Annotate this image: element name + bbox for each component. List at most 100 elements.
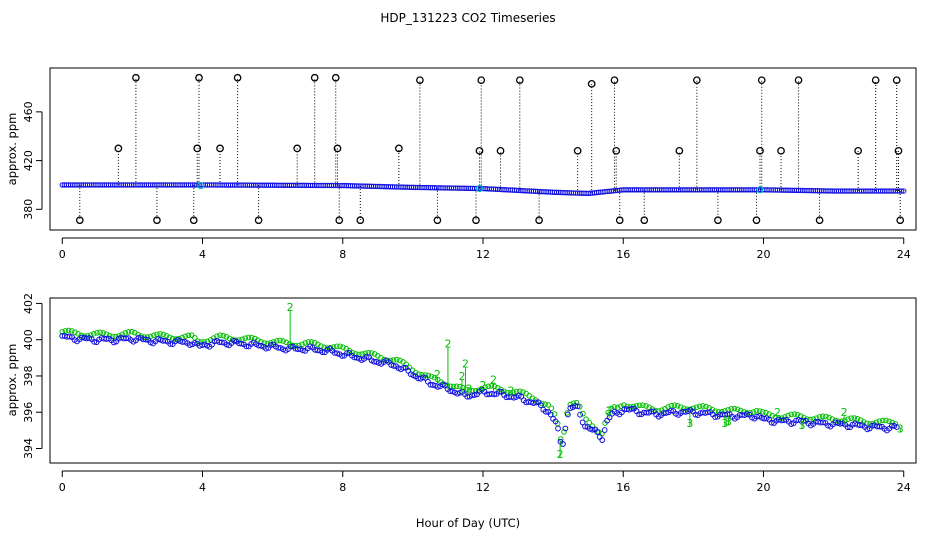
bottom-series-point bbox=[186, 342, 193, 348]
bottom-series-point bbox=[599, 437, 606, 443]
bottom-flag-point bbox=[794, 411, 801, 418]
top-panel: approx. ppm 0 4 8 12 16 20 24 380 420 460 bbox=[5, 67, 917, 261]
bottom-series-point bbox=[552, 418, 559, 425]
top-spike-point bbox=[752, 216, 761, 225]
bottom-flag-point bbox=[788, 411, 794, 418]
top-spike-point bbox=[892, 76, 901, 85]
bottom-series-point bbox=[594, 429, 601, 435]
bottom-series-point bbox=[471, 392, 478, 398]
x-tick-label: 4 bbox=[199, 481, 206, 494]
bottom-flag-point bbox=[362, 350, 368, 357]
bottom-flag-point bbox=[390, 357, 397, 363]
bottom-flag-point bbox=[106, 332, 113, 339]
bottom-series-point bbox=[319, 349, 326, 356]
y-tick-label: 460 bbox=[22, 101, 35, 122]
bottom-flag-label: 2 bbox=[774, 406, 781, 419]
bottom-flag-point bbox=[848, 415, 854, 421]
bottom-flag-point bbox=[226, 335, 233, 342]
bottom-series-point bbox=[191, 340, 198, 346]
x-tick-label: 20 bbox=[756, 481, 770, 494]
bottom-flag-point bbox=[100, 330, 107, 336]
bottom-flag-point bbox=[677, 404, 684, 410]
top-spike-point bbox=[195, 73, 203, 82]
bottom-flag-label: 2 bbox=[557, 448, 564, 461]
bottom-flag-label: 2 bbox=[480, 379, 487, 392]
bottom-flag-point bbox=[242, 335, 249, 341]
top-spike-point bbox=[475, 146, 484, 155]
top-spike-point bbox=[416, 76, 424, 85]
bottom-series-point bbox=[344, 350, 350, 357]
bottom-series-point bbox=[768, 419, 775, 426]
bottom-series-point bbox=[420, 374, 426, 381]
bottom-series-point bbox=[579, 419, 586, 426]
bottom-flag-point bbox=[65, 327, 72, 334]
x-tick-label: 0 bbox=[59, 481, 66, 494]
bottom-flag-label: 2 bbox=[444, 337, 451, 350]
bottom-flag-point bbox=[135, 331, 141, 338]
bottom-series-point bbox=[857, 422, 863, 429]
bottom-flag-label: 3 bbox=[799, 419, 806, 432]
top-spike-point bbox=[310, 73, 319, 82]
bottom-series-point bbox=[628, 405, 635, 412]
x-tick-label: 12 bbox=[476, 481, 490, 494]
bottom-flag-point bbox=[520, 389, 526, 395]
bottom-flag-point bbox=[59, 329, 66, 335]
bottom-series-point bbox=[66, 333, 73, 340]
bottom-series-point bbox=[542, 408, 549, 415]
bottom-flag-point bbox=[91, 331, 97, 337]
bottom-flag-point bbox=[185, 332, 192, 339]
bottom-series-point bbox=[564, 411, 571, 418]
bottom-flag-point bbox=[826, 414, 832, 421]
bottom-flag-point bbox=[860, 419, 867, 425]
bottom-series-point bbox=[123, 335, 129, 342]
bottom-flag-point bbox=[450, 383, 457, 390]
top-spike-point bbox=[335, 216, 344, 225]
top-spike-point bbox=[675, 146, 684, 155]
bottom-flag-point bbox=[333, 343, 340, 350]
bottom-flag-point bbox=[829, 416, 836, 422]
y-tick-label: 396 bbox=[22, 402, 35, 423]
top-spike-point bbox=[356, 216, 365, 225]
top-spike-point bbox=[894, 146, 903, 155]
top-spike-point bbox=[193, 144, 202, 153]
bottom-flag-point bbox=[368, 350, 375, 356]
bottom-flag-point bbox=[466, 387, 473, 393]
bottom-flag-point bbox=[397, 357, 403, 364]
bottom-flag-point bbox=[693, 404, 700, 411]
bottom-series-point bbox=[429, 382, 436, 388]
bottom-ylabel: approx. ppm bbox=[5, 344, 19, 417]
y-tick-label: 402 bbox=[22, 293, 35, 314]
top-series bbox=[59, 73, 907, 225]
y-tick-label: 400 bbox=[22, 329, 35, 350]
bottom-flag-point bbox=[665, 404, 671, 410]
y-tick-label: 394 bbox=[22, 438, 35, 459]
bottom-series-point bbox=[547, 411, 554, 418]
top-spike-point bbox=[871, 76, 880, 85]
bottom-flag-point bbox=[782, 414, 788, 420]
bottom-flag-label: 3 bbox=[721, 417, 728, 430]
bottom-flag-point bbox=[816, 414, 823, 420]
top-spike-point bbox=[573, 146, 582, 155]
top-spike-point bbox=[615, 216, 624, 225]
bottom-flag-point bbox=[340, 344, 346, 350]
bottom-flag-point bbox=[886, 418, 892, 425]
bottom-series-point bbox=[724, 411, 731, 418]
bottom-flag-point bbox=[548, 405, 555, 412]
bottom-flag-point bbox=[636, 402, 643, 409]
bottom-flag-point bbox=[302, 340, 309, 346]
x-tick-label: 16 bbox=[616, 481, 630, 494]
bottom-flag-point bbox=[750, 409, 757, 415]
bottom-flag-point bbox=[280, 338, 286, 344]
bottom-flag-point bbox=[150, 332, 157, 339]
bottom-flag-point bbox=[703, 403, 709, 410]
bottom-series-point bbox=[390, 362, 397, 369]
bottom-series-point bbox=[562, 425, 569, 432]
bottom-flag-point bbox=[182, 333, 189, 340]
bottom-series-point bbox=[577, 411, 584, 418]
bottom-flag-point bbox=[819, 413, 826, 420]
bottom-flag-point bbox=[510, 389, 517, 396]
bottom-flag-point bbox=[876, 418, 883, 424]
bottom-flag-point bbox=[734, 406, 741, 413]
top-spike-point bbox=[610, 76, 619, 85]
bottom-flag-point bbox=[674, 402, 681, 409]
